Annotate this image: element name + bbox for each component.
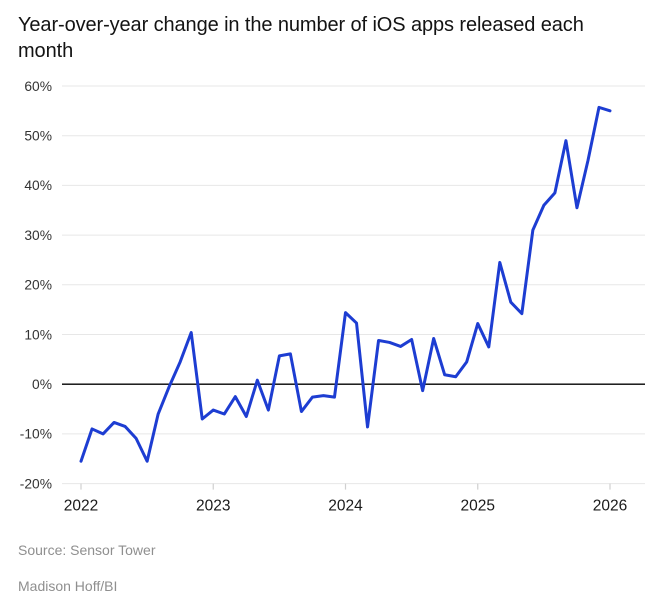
x-axis-tick-label: 2024: [328, 498, 363, 515]
y-axis-tick-label: 50%: [24, 129, 52, 144]
x-axis-tick-label: 2025: [461, 498, 495, 515]
y-axis-tick-label: 40%: [24, 178, 52, 193]
chart-title: Year-over-year change in the number of i…: [18, 14, 584, 62]
y-axis-tick-label: 0%: [32, 377, 52, 392]
y-axis-tick-label: -10%: [20, 427, 52, 442]
y-axis-tick-label: 30%: [24, 228, 52, 243]
y-axis-tick-label: 20%: [24, 278, 52, 293]
y-axis-tick-label: 10%: [24, 327, 52, 342]
y-axis-tick-label: 60%: [24, 79, 52, 94]
x-axis-tick-label: 2026: [593, 498, 627, 515]
data-line-yoy-change: [79, 105, 612, 463]
yoy-line-chart: 60% 50% 40% 30% 20% 10% 0% -10% -20% 2022 2023 2024…: [20, 79, 645, 515]
x-axis-tick-label: 2022: [64, 498, 98, 515]
author-byline: Madison Hoff/BI: [18, 577, 118, 594]
y-axis-tick-label: -20%: [20, 476, 52, 491]
chart-page: Year-over-year change in the number of i…: [0, 12, 651, 605]
x-axis-tick-label: 2023: [196, 498, 230, 515]
source-credit: Source: Sensor Tower: [18, 542, 156, 558]
chart-footer: Source: Sensor Tower Madison Hoff/BI: [18, 542, 651, 595]
